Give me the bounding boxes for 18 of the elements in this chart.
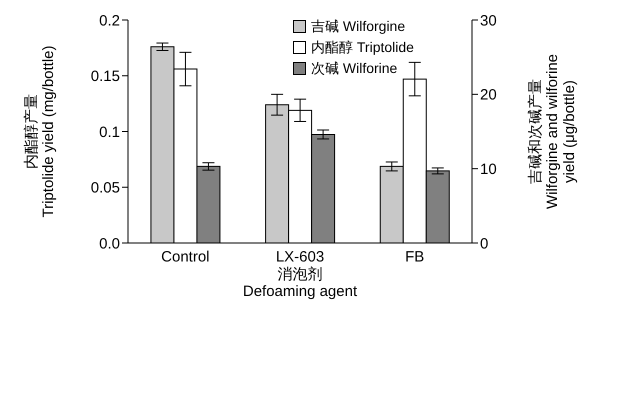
legend-label: 内酯醇 Triptolide [311, 38, 414, 57]
y2-tick-label: 20 [480, 86, 497, 104]
y2-axis-title: 吉碱和次碱产量 Wilforgine and wilforine yield (μg/bottle) [527, 54, 578, 210]
x-axis-title: 消泡剂 Defoaming agent [242, 266, 358, 300]
y2-tick-label: 0 [480, 235, 488, 252]
y2-tick-label: 10 [480, 160, 497, 178]
legend-label: 次碱 Wilforine [311, 59, 398, 78]
x-tick-label: FB [405, 248, 424, 266]
y2-tick-label: 30 [480, 12, 497, 30]
y-axis-title: 内酯醇产量 Triptolide yield (mg/bottle) [23, 45, 57, 218]
y-tick-label: 0.0 [99, 235, 120, 252]
y-tick-label: 0.15 [90, 68, 120, 86]
x-tick-label: Control [161, 248, 210, 266]
y-tick-label: 0.1 [99, 124, 120, 141]
x-tick-label: LX-603 [276, 248, 324, 266]
y-tick-label: 0.05 [90, 180, 120, 197]
legend-label: 吉碱 Wilforgine [311, 17, 406, 36]
y-tick-label: 0.2 [99, 12, 120, 30]
